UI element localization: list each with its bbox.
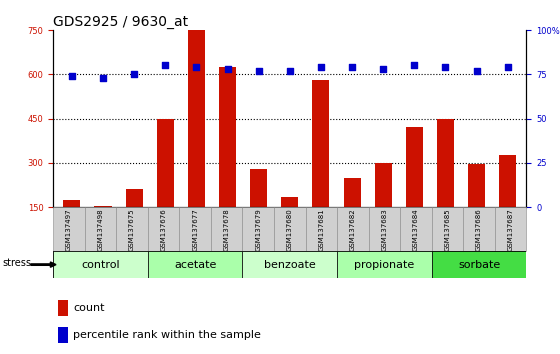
Bar — [95, 206, 111, 207]
Text: GSM137675: GSM137675 — [129, 209, 135, 251]
Bar — [432, 251, 526, 278]
Bar — [53, 207, 85, 251]
Point — [254, 68, 263, 74]
Text: GSM137676: GSM137676 — [161, 209, 167, 251]
Bar — [437, 119, 454, 207]
Bar — [148, 207, 179, 251]
Bar — [85, 207, 116, 251]
Point — [130, 72, 139, 77]
Text: stress: stress — [3, 258, 32, 268]
Bar — [157, 119, 174, 207]
Point — [192, 64, 201, 70]
Bar — [306, 207, 337, 251]
Bar — [58, 327, 68, 343]
Bar — [337, 251, 432, 278]
Point — [285, 68, 294, 74]
Text: GSM137682: GSM137682 — [350, 209, 356, 251]
Bar — [281, 197, 298, 207]
Bar — [337, 207, 368, 251]
Text: acetate: acetate — [174, 259, 216, 270]
Text: GSM137497: GSM137497 — [66, 209, 72, 251]
Text: percentile rank within the sample: percentile rank within the sample — [73, 330, 261, 340]
Bar — [179, 207, 211, 251]
Text: GDS2925 / 9630_at: GDS2925 / 9630_at — [53, 15, 188, 29]
Bar — [188, 30, 205, 207]
Point — [503, 64, 512, 70]
Bar — [468, 164, 485, 207]
Text: GSM137684: GSM137684 — [413, 209, 419, 251]
Bar — [219, 67, 236, 207]
Point — [348, 64, 357, 70]
Text: GSM137686: GSM137686 — [476, 209, 482, 251]
Bar — [242, 251, 337, 278]
Bar — [343, 178, 361, 207]
Text: benzoate: benzoate — [264, 259, 316, 270]
Bar — [499, 155, 516, 207]
Point — [316, 64, 325, 70]
Text: GSM137681: GSM137681 — [318, 209, 324, 251]
Bar — [250, 169, 267, 207]
Bar — [242, 207, 274, 251]
Point — [379, 66, 388, 72]
Bar — [400, 207, 432, 251]
Bar — [406, 127, 423, 207]
Text: count: count — [73, 303, 105, 313]
Text: GSM137683: GSM137683 — [381, 209, 388, 251]
Bar — [53, 251, 148, 278]
Bar — [58, 300, 68, 316]
Bar — [116, 207, 148, 251]
Text: GSM137687: GSM137687 — [507, 209, 514, 251]
Bar — [63, 200, 81, 207]
Text: propionate: propionate — [354, 259, 414, 270]
Bar — [125, 189, 143, 207]
Bar — [211, 207, 242, 251]
Bar — [463, 207, 495, 251]
Bar — [495, 207, 526, 251]
Text: GSM137498: GSM137498 — [97, 209, 104, 251]
Text: sorbate: sorbate — [458, 259, 500, 270]
Point — [441, 64, 450, 70]
Point — [223, 66, 232, 72]
Bar — [312, 80, 329, 207]
Text: GSM137678: GSM137678 — [223, 209, 230, 251]
Point — [410, 63, 419, 68]
Bar — [274, 207, 306, 251]
Point — [67, 73, 76, 79]
Text: GSM137680: GSM137680 — [287, 209, 293, 251]
Text: control: control — [81, 259, 120, 270]
Bar — [375, 163, 392, 207]
Text: GSM137677: GSM137677 — [192, 209, 198, 251]
Bar — [148, 251, 242, 278]
Bar — [368, 207, 400, 251]
Point — [161, 63, 170, 68]
Text: GSM137685: GSM137685 — [445, 209, 451, 251]
Point — [99, 75, 108, 81]
Bar — [432, 207, 463, 251]
Point — [472, 68, 481, 74]
Text: GSM137679: GSM137679 — [255, 209, 262, 251]
